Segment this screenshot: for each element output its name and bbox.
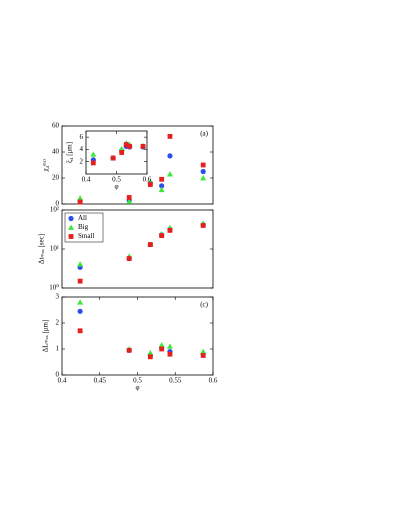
y-tick-label: 2 bbox=[56, 319, 60, 327]
x-axis-label: φ bbox=[114, 183, 118, 191]
point bbox=[159, 233, 165, 239]
point bbox=[77, 328, 83, 334]
point bbox=[167, 227, 173, 233]
point bbox=[77, 199, 83, 205]
point bbox=[126, 347, 132, 353]
point bbox=[147, 182, 153, 187]
x-tick-label: 0.4 bbox=[58, 377, 67, 385]
point bbox=[166, 343, 173, 349]
y-tick-label: 3 bbox=[56, 293, 60, 301]
point bbox=[200, 353, 206, 358]
x-tick-label: 0.4 bbox=[82, 176, 91, 184]
y-tick-label: 10² bbox=[50, 206, 59, 214]
point bbox=[126, 195, 132, 200]
point bbox=[119, 150, 125, 155]
point bbox=[147, 349, 154, 356]
point bbox=[90, 151, 97, 157]
y-tick-label: 0 bbox=[56, 200, 60, 208]
point bbox=[200, 348, 207, 354]
point bbox=[77, 195, 84, 201]
plot-frame bbox=[85, 130, 148, 175]
y-tick-label: 0 bbox=[56, 371, 60, 379]
legend-label: All bbox=[78, 214, 87, 222]
y-axis-label: χ₄ᵐᵃˣ bbox=[42, 158, 50, 172]
legend-label: Big bbox=[78, 223, 89, 231]
y-tick-label: 6 bbox=[80, 133, 84, 141]
y-tick-label: 2 bbox=[80, 157, 84, 165]
x-tick-label: 0.6 bbox=[209, 377, 218, 385]
legend-marker bbox=[68, 224, 74, 230]
y-axis-label: ξ₄ [μm] bbox=[66, 142, 74, 163]
point bbox=[159, 183, 165, 189]
point bbox=[159, 176, 165, 182]
plot-frame bbox=[61, 296, 214, 376]
y-tick-label: 10⁰ bbox=[49, 284, 59, 292]
y-axis-label: ΔLₘₐₓ [μm] bbox=[42, 320, 50, 353]
point bbox=[158, 342, 165, 348]
point bbox=[118, 145, 125, 152]
point bbox=[167, 153, 173, 159]
point bbox=[127, 143, 133, 149]
x-tick-label: 0.45 bbox=[94, 377, 107, 385]
point bbox=[77, 261, 84, 267]
point bbox=[147, 354, 153, 360]
x-tick-label: 0.6 bbox=[143, 176, 152, 184]
point bbox=[126, 198, 133, 204]
x-tick-label: 0.5 bbox=[133, 377, 142, 385]
y-tick-label: 20 bbox=[52, 174, 60, 182]
x-axis-label: φ bbox=[135, 384, 139, 392]
y-tick-label: 40 bbox=[52, 148, 60, 156]
point bbox=[167, 134, 173, 139]
point bbox=[200, 162, 206, 168]
y-axis-label: Δtₘₐₓ [sec] bbox=[38, 234, 46, 264]
point bbox=[147, 242, 153, 247]
legend-marker bbox=[68, 215, 74, 222]
point bbox=[140, 143, 146, 149]
legend-marker bbox=[68, 234, 74, 239]
point bbox=[166, 171, 173, 177]
y-tick-label: 10¹ bbox=[50, 245, 59, 253]
point bbox=[200, 175, 207, 181]
point bbox=[159, 346, 165, 352]
point bbox=[167, 351, 173, 357]
y-tick-label: 60 bbox=[52, 122, 60, 130]
point bbox=[200, 223, 206, 228]
point bbox=[123, 142, 129, 147]
y-tick-label: 4 bbox=[80, 145, 84, 153]
legend-label: Small bbox=[78, 232, 94, 240]
point bbox=[110, 155, 116, 161]
panel-label: (c) bbox=[200, 301, 208, 309]
point bbox=[77, 308, 83, 314]
point bbox=[77, 299, 84, 305]
point bbox=[158, 186, 165, 193]
point bbox=[77, 278, 83, 284]
y-tick-label: 1 bbox=[56, 345, 60, 353]
point bbox=[90, 160, 96, 166]
x-tick-label: 0.5 bbox=[112, 176, 121, 184]
panel-label: (a) bbox=[200, 130, 208, 138]
x-tick-label: 0.55 bbox=[169, 377, 182, 385]
point bbox=[126, 256, 132, 261]
point bbox=[200, 168, 206, 175]
